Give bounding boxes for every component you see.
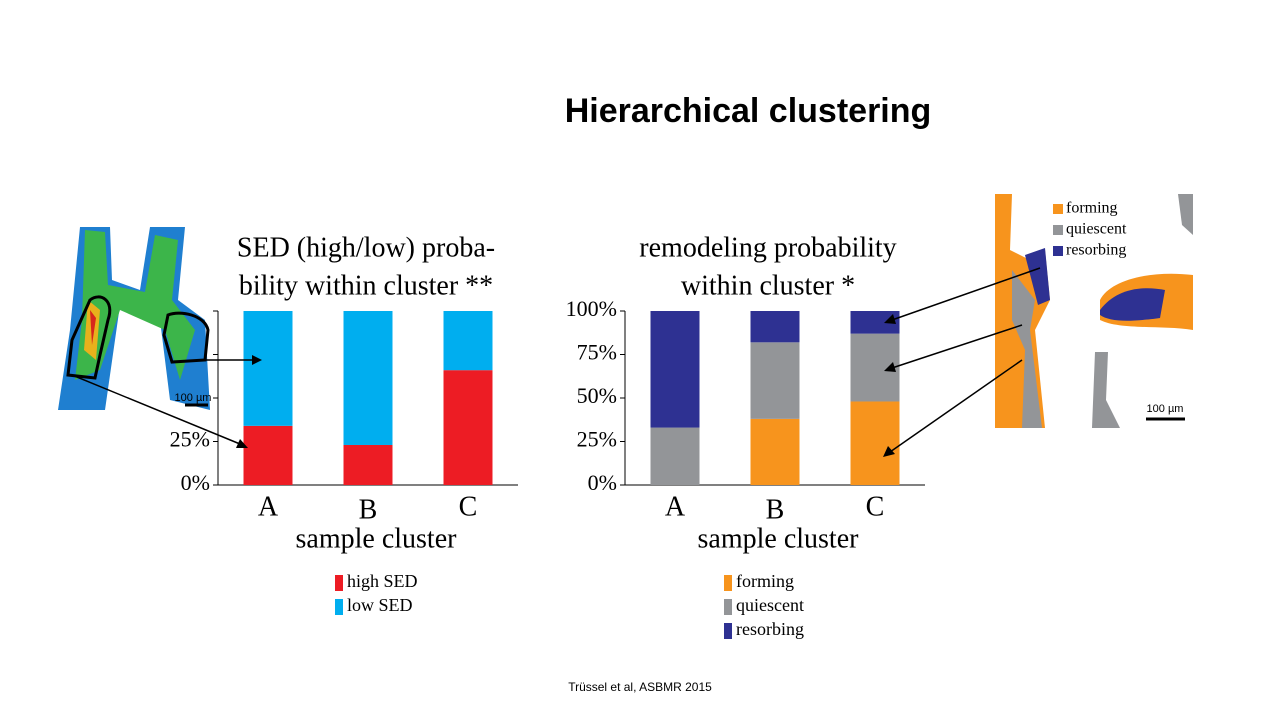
bone-region: [75, 230, 195, 380]
x-axis-label: sample cluster: [698, 523, 860, 554]
arrow: [891, 267, 1041, 321]
bar-segment: [850, 311, 900, 334]
bar-segment: [343, 444, 393, 485]
chart-title: remodeling probability: [639, 232, 896, 263]
bar-segment: [650, 427, 700, 485]
bone-region: [1178, 194, 1193, 235]
chart-title: within cluster *: [681, 270, 855, 301]
arrowhead: [884, 314, 896, 324]
bar-segment: [750, 311, 800, 343]
bone-region: [1100, 288, 1165, 321]
legend-label: low SED: [347, 595, 413, 615]
y-tick-label: 100%: [566, 296, 617, 321]
y-tick-label: 50%: [577, 383, 617, 408]
bar-segment: [850, 401, 900, 485]
bar-segment: [443, 311, 493, 371]
bar-segment: [443, 370, 493, 485]
arrow: [891, 324, 1023, 369]
legend-swatch: [724, 623, 732, 639]
arrow: [889, 359, 1023, 453]
legend-label: high SED: [347, 571, 418, 591]
x-tick-label: C: [866, 491, 885, 522]
legend-swatch: [335, 575, 343, 591]
legend-label: resorbing: [736, 619, 804, 639]
bone-region: [1025, 248, 1050, 305]
legend-swatch: [1053, 225, 1063, 235]
left-image: 100 µm: [58, 227, 262, 448]
y-tick-label: 0%: [181, 470, 210, 495]
legend-label: forming: [1066, 200, 1118, 217]
legend-label: resorbing: [1066, 242, 1126, 259]
y-tick-label: 75%: [577, 340, 617, 365]
slide-title: Hierarchical clustering: [565, 92, 932, 130]
bar-segment: [750, 342, 800, 419]
bar-segment: [343, 311, 393, 445]
arrow: [71, 374, 241, 445]
outline: [66, 295, 112, 380]
legend-swatch: [335, 599, 343, 615]
x-tick-label: C: [459, 491, 478, 522]
arrowhead: [883, 446, 895, 457]
legend-label: forming: [736, 571, 794, 591]
legend-swatch: [1053, 246, 1063, 256]
legend-swatch: [724, 575, 732, 591]
arrowhead: [236, 439, 248, 448]
bar-segment: [243, 311, 293, 426]
arrowhead: [252, 355, 262, 365]
chart-title: SED (high/low) proba-: [237, 232, 495, 263]
bar-segment: [243, 425, 293, 485]
y-tick-label: 0%: [588, 470, 617, 495]
x-tick-label: A: [258, 491, 279, 522]
y-tick-label: 25%: [577, 427, 617, 452]
x-tick-label: B: [359, 494, 378, 525]
bone-region: [90, 310, 96, 345]
legend-label: quiescent: [736, 595, 804, 615]
chart-title: bility within cluster **: [239, 270, 493, 301]
bone-region: [1092, 352, 1120, 428]
right-image: forming quiescent resorbing 100 µm: [883, 194, 1193, 457]
legend-label: quiescent: [1066, 221, 1127, 238]
y-tick-label: 25%: [170, 427, 210, 452]
bar-segment: [650, 311, 700, 428]
x-axis-label: sample cluster: [296, 523, 458, 554]
x-tick-label: A: [665, 491, 686, 522]
citation: Trüssel et al, ASBMR 2015: [568, 680, 712, 694]
scale-label: 100 µm: [175, 392, 212, 404]
bone-region: [1012, 270, 1042, 428]
scale-label: 100 µm: [1147, 403, 1184, 415]
x-tick-label: B: [766, 494, 785, 525]
arrowhead: [884, 362, 896, 372]
legend-swatch: [724, 599, 732, 615]
outline: [162, 311, 210, 364]
legend-swatch: [1053, 204, 1063, 214]
bar-segment: [750, 418, 800, 485]
